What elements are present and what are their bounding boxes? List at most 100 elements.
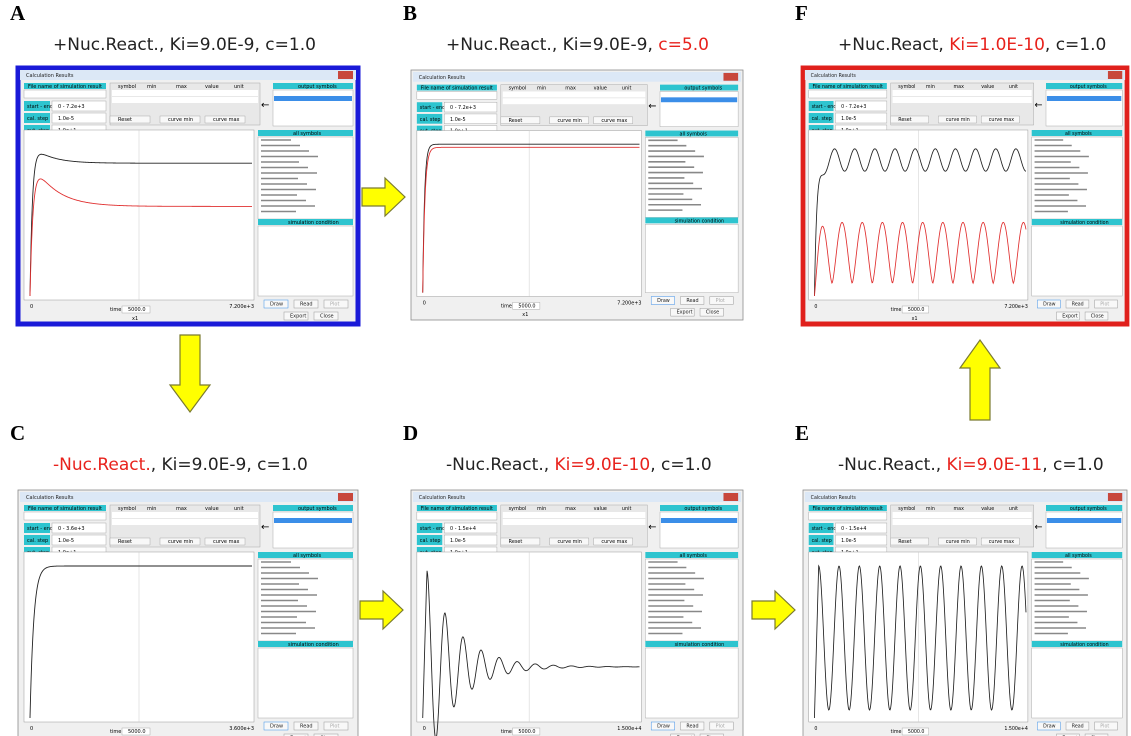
x-end-label: 3.600e+3 <box>229 726 254 732</box>
selected-item <box>274 96 352 101</box>
condition-box <box>258 648 353 718</box>
button-label: Export <box>290 314 306 320</box>
button-label: Plot <box>330 724 339 730</box>
file-box <box>417 512 497 520</box>
close-button[interactable] <box>1108 493 1122 501</box>
button-label: Draw <box>270 302 283 308</box>
caption-part: , c=1.0 <box>1045 35 1106 55</box>
panel-letter: D <box>403 421 418 445</box>
column-header: max <box>565 86 576 92</box>
column-header: value <box>205 506 219 512</box>
caption-part: , c=1.0 <box>650 455 711 475</box>
panel-letter: B <box>403 1 417 25</box>
close-button[interactable] <box>723 73 738 81</box>
column-header: unit <box>234 506 244 512</box>
x-start-label: 0 <box>30 726 33 732</box>
arrow-up <box>960 340 1000 420</box>
column-header: max <box>176 84 187 90</box>
button-label: Reset <box>118 539 132 545</box>
column-header: symbol <box>118 84 136 90</box>
header-text: simulation condition <box>288 220 339 226</box>
header-text: output symbols <box>1070 84 1107 90</box>
arrow-right <box>360 591 403 629</box>
table-row <box>112 90 258 96</box>
button-label: Reset <box>509 118 523 124</box>
button-label: Draw <box>657 298 670 304</box>
caption-part: -Nuc.React. <box>53 455 151 475</box>
field-label: start - end <box>812 104 837 110</box>
arrow-glyph: ← <box>1035 100 1043 111</box>
button-label: Reset <box>118 117 132 123</box>
time-label: time <box>110 307 121 313</box>
arrow-glyph: ← <box>261 100 269 111</box>
button-label: curve max <box>213 539 240 545</box>
header-text: simulation condition <box>288 642 339 648</box>
caption-part: Ki=9.0E-10 <box>555 455 651 475</box>
button-label: Read <box>300 302 313 308</box>
time-value: 5000.0 <box>518 729 535 735</box>
column-header: max <box>954 84 964 90</box>
close-button[interactable] <box>338 493 353 501</box>
caption-part: , Ki=9.0E-9, c=1.0 <box>151 455 308 475</box>
time-value: 5000.0 <box>908 307 925 313</box>
selected-item <box>274 518 352 523</box>
window-title: Calculation Results <box>26 73 74 79</box>
time-value: 5000.0 <box>518 303 535 309</box>
header-text: File name of simulation result <box>421 506 493 512</box>
caption-part: +Nuc.React., Ki=9.0E-9, <box>446 35 658 55</box>
condition-box <box>645 224 738 292</box>
field-label: cal. step <box>27 116 48 122</box>
header-text: output symbols <box>684 506 722 512</box>
field-label: cal. step <box>812 116 832 122</box>
panel-letter: A <box>10 1 26 25</box>
column-header: symbol <box>118 506 136 512</box>
arrow-glyph: ← <box>648 522 656 533</box>
time-label: time <box>110 729 121 735</box>
field-value: 1.0e-5 <box>841 538 856 544</box>
field-label: start - end <box>812 526 837 532</box>
table-row <box>112 97 258 103</box>
field-label: start - end <box>420 526 445 532</box>
caption-part: -Nuc.React., <box>838 455 947 475</box>
time-value: 5000.0 <box>128 307 146 313</box>
selected-item <box>661 518 737 523</box>
caption-part: +Nuc.React, <box>838 35 949 55</box>
caption-part: Ki=9.0E-11 <box>947 455 1043 475</box>
field-value: 0 - 3.6e+3 <box>58 526 85 532</box>
selected-item <box>1047 96 1121 101</box>
header-text: output symbols <box>684 86 722 92</box>
selected-item <box>1047 518 1121 523</box>
table-row <box>893 519 1032 525</box>
column-header: min <box>537 86 546 92</box>
panel-caption: +Nuc.React, Ki=1.0E-10, c=1.0 <box>838 35 1106 55</box>
x-start-label: 0 <box>30 304 33 310</box>
header-text: File name of simulation result <box>813 84 883 90</box>
field-label: start - end <box>420 105 445 111</box>
field-label: cal. step <box>420 538 441 544</box>
window-title: Calculation Results <box>811 495 857 501</box>
button-label: Draw <box>1043 301 1055 307</box>
button-label: Reset <box>509 539 523 545</box>
window-title: Calculation Results <box>419 75 466 81</box>
close-button[interactable] <box>338 71 353 79</box>
close-button[interactable] <box>1108 71 1122 79</box>
file-box <box>809 90 887 98</box>
button-label: curve max <box>601 118 627 124</box>
button-label: Reset <box>898 117 911 123</box>
button-label: curve min <box>946 117 970 123</box>
table-row <box>112 519 258 525</box>
field-value: 1.0e-5 <box>450 117 466 123</box>
caption-part: c=5.0 <box>658 35 709 55</box>
arrow-right <box>752 591 795 629</box>
close-button[interactable] <box>723 493 738 501</box>
caption-part: Ki=1.0E-10 <box>949 35 1045 55</box>
condition-box <box>1032 226 1123 296</box>
table-row <box>503 519 646 525</box>
panel-letter: C <box>10 421 25 445</box>
column-header: unit <box>234 84 244 90</box>
caption-part: -Nuc.React., <box>446 455 555 475</box>
x-start-label: 0 <box>814 726 817 732</box>
button-label: curve max <box>989 117 1014 123</box>
button-label: Read <box>300 724 313 730</box>
